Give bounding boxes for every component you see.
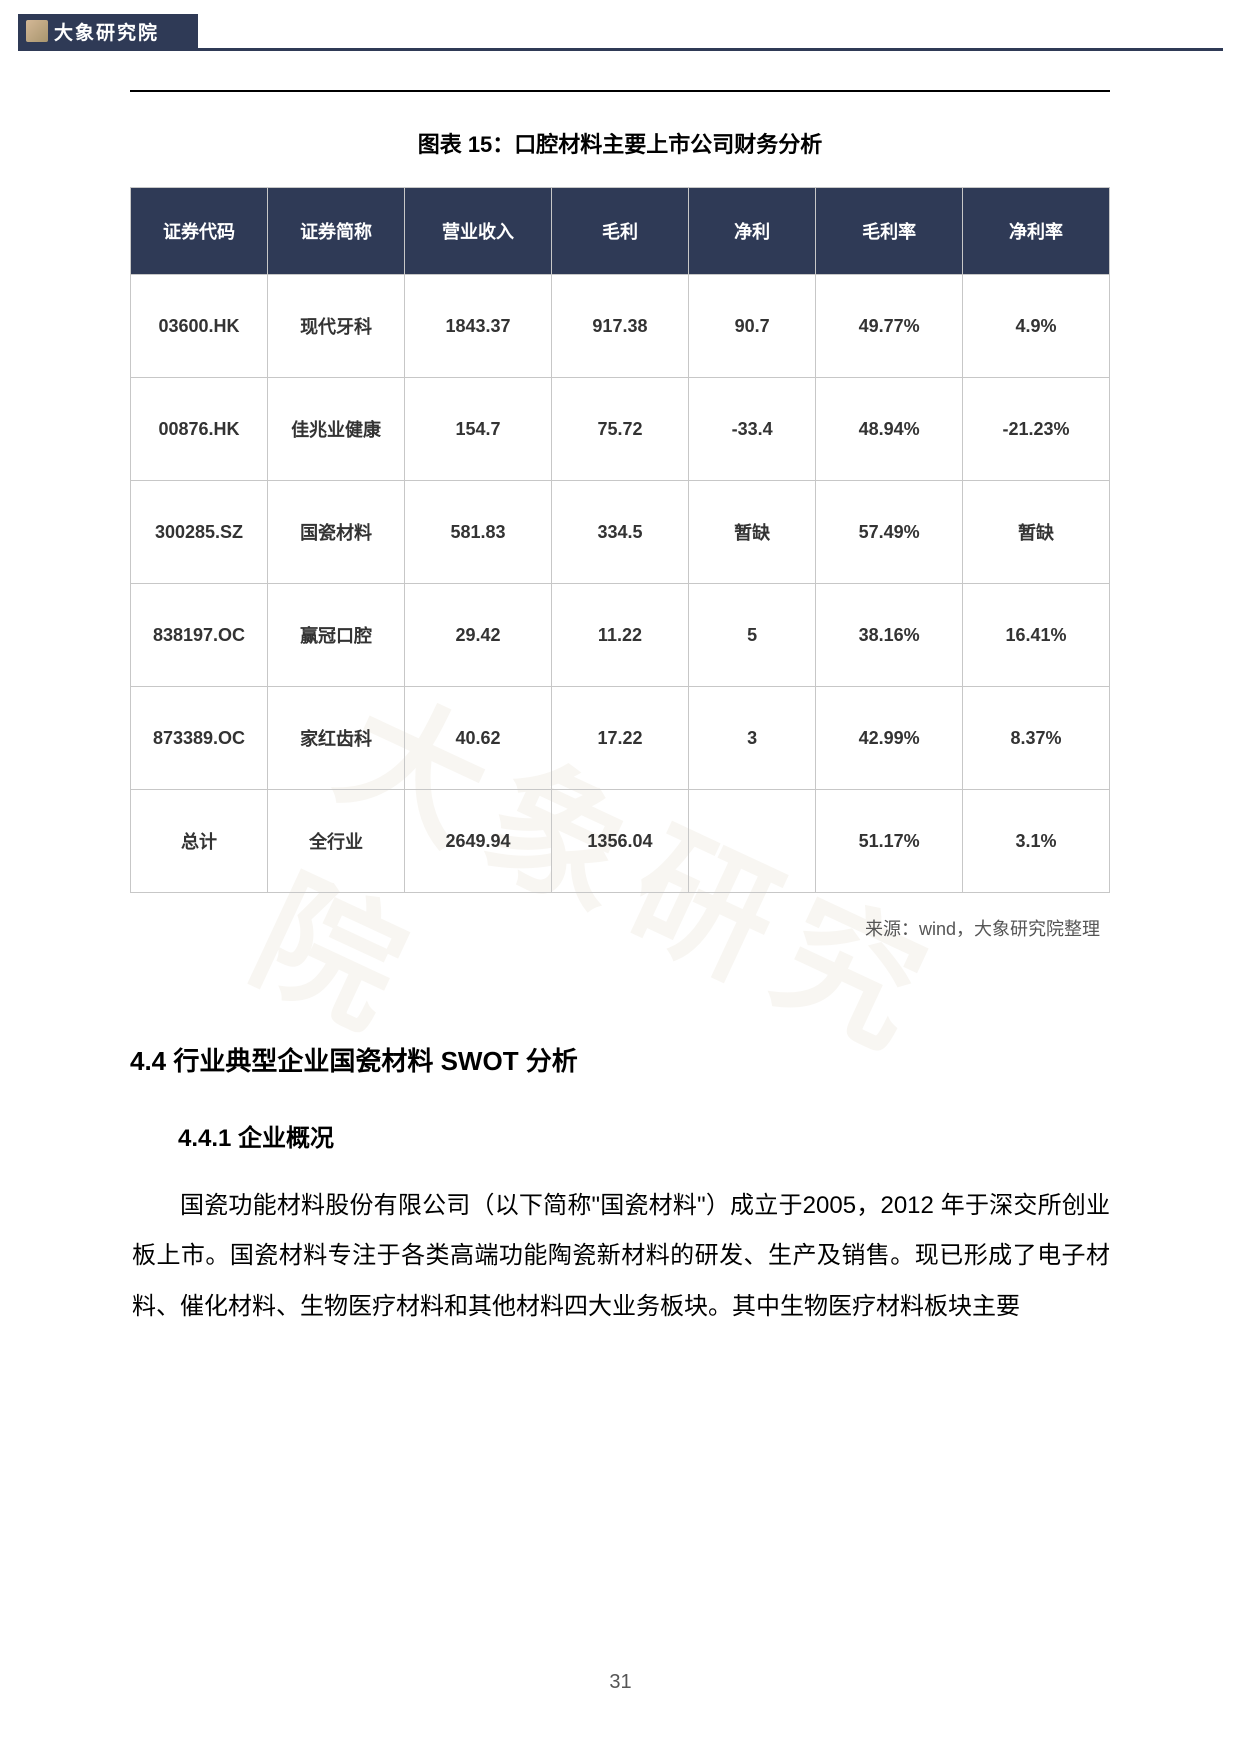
table-header-cell: 净利 (688, 188, 815, 275)
table-cell: 4.9% (963, 275, 1110, 378)
table-cell: 38.16% (816, 584, 963, 687)
table-cell: 2649.94 (405, 790, 552, 893)
table-header-cell: 证券代码 (131, 188, 268, 275)
table-cell: 1356.04 (551, 790, 688, 893)
table-row: 总计全行业2649.941356.04 51.17%3.1% (131, 790, 1110, 893)
table-cell: 57.49% (816, 481, 963, 584)
table-source: 来源：wind，大象研究院整理 (130, 915, 1110, 941)
table-cell: 现代牙科 (268, 275, 405, 378)
table-cell: 赢冠口腔 (268, 584, 405, 687)
subsection-heading: 4.4.1 企业概况 (178, 1118, 1110, 1153)
table-caption: 图表 15：口腔材料主要上市公司财务分析 (130, 127, 1110, 159)
table-cell: 90.7 (688, 275, 815, 378)
header-underline (18, 48, 1223, 51)
table-cell: 1843.37 (405, 275, 552, 378)
page-content: 图表 15：口腔材料主要上市公司财务分析 证券代码证券简称营业收入毛利净利毛利率… (130, 90, 1110, 1332)
table-cell: 3 (688, 687, 815, 790)
table-cell: 300285.SZ (131, 481, 268, 584)
table-cell: 家红齿科 (268, 687, 405, 790)
table-cell: -33.4 (688, 378, 815, 481)
table-header-cell: 毛利率 (816, 188, 963, 275)
table-cell: -21.23% (963, 378, 1110, 481)
table-cell (688, 790, 815, 893)
table-cell: 00876.HK (131, 378, 268, 481)
table-row: 03600.HK现代牙科1843.37917.3890.749.77%4.9% (131, 275, 1110, 378)
table-row: 873389.OC家红齿科40.6217.22342.99%8.37% (131, 687, 1110, 790)
table-cell: 全行业 (268, 790, 405, 893)
table-cell: 总计 (131, 790, 268, 893)
body-paragraph: 国瓷功能材料股份有限公司（以下简称"国瓷材料"）成立于2005，2012 年于深… (132, 1181, 1110, 1332)
table-cell: 3.1% (963, 790, 1110, 893)
table-cell: 917.38 (551, 275, 688, 378)
table-cell: 29.42 (405, 584, 552, 687)
table-cell: 暂缺 (688, 481, 815, 584)
table-header-row: 证券代码证券简称营业收入毛利净利毛利率净利率 (131, 188, 1110, 275)
logo-icon (26, 20, 48, 42)
table-cell: 154.7 (405, 378, 552, 481)
table-cell: 国瓷材料 (268, 481, 405, 584)
table-cell: 838197.OC (131, 584, 268, 687)
table-cell: 334.5 (551, 481, 688, 584)
table-cell: 75.72 (551, 378, 688, 481)
page-number: 31 (0, 1671, 1241, 1694)
table-cell: 49.77% (816, 275, 963, 378)
table-row: 300285.SZ国瓷材料581.83334.5暂缺57.49%暂缺 (131, 481, 1110, 584)
table-cell: 8.37% (963, 687, 1110, 790)
table-body: 03600.HK现代牙科1843.37917.3890.749.77%4.9%0… (131, 275, 1110, 893)
table-row: 00876.HK佳兆业健康154.775.72-33.448.94%-21.23… (131, 378, 1110, 481)
table-header-cell: 净利率 (963, 188, 1110, 275)
section-heading: 4.4 行业典型企业国瓷材料 SWOT 分析 (130, 1041, 1110, 1078)
content-divider (130, 90, 1110, 92)
table-cell: 42.99% (816, 687, 963, 790)
table-cell: 16.41% (963, 584, 1110, 687)
financial-table: 证券代码证券简称营业收入毛利净利毛利率净利率 03600.HK现代牙科1843.… (130, 187, 1110, 893)
table-header-cell: 毛利 (551, 188, 688, 275)
logo-text: 大象研究院 (54, 18, 159, 45)
header-bar: 大象研究院 (18, 14, 198, 48)
table-cell: 佳兆业健康 (268, 378, 405, 481)
table-cell: 17.22 (551, 687, 688, 790)
table-header-cell: 证券简称 (268, 188, 405, 275)
table-cell: 5 (688, 584, 815, 687)
table-cell: 暂缺 (963, 481, 1110, 584)
table-cell: 873389.OC (131, 687, 268, 790)
table-cell: 03600.HK (131, 275, 268, 378)
table-cell: 40.62 (405, 687, 552, 790)
table-row: 838197.OC赢冠口腔29.4211.22538.16%16.41% (131, 584, 1110, 687)
table-cell: 51.17% (816, 790, 963, 893)
table-cell: 11.22 (551, 584, 688, 687)
table-cell: 48.94% (816, 378, 963, 481)
table-cell: 581.83 (405, 481, 552, 584)
table-header-cell: 营业收入 (405, 188, 552, 275)
